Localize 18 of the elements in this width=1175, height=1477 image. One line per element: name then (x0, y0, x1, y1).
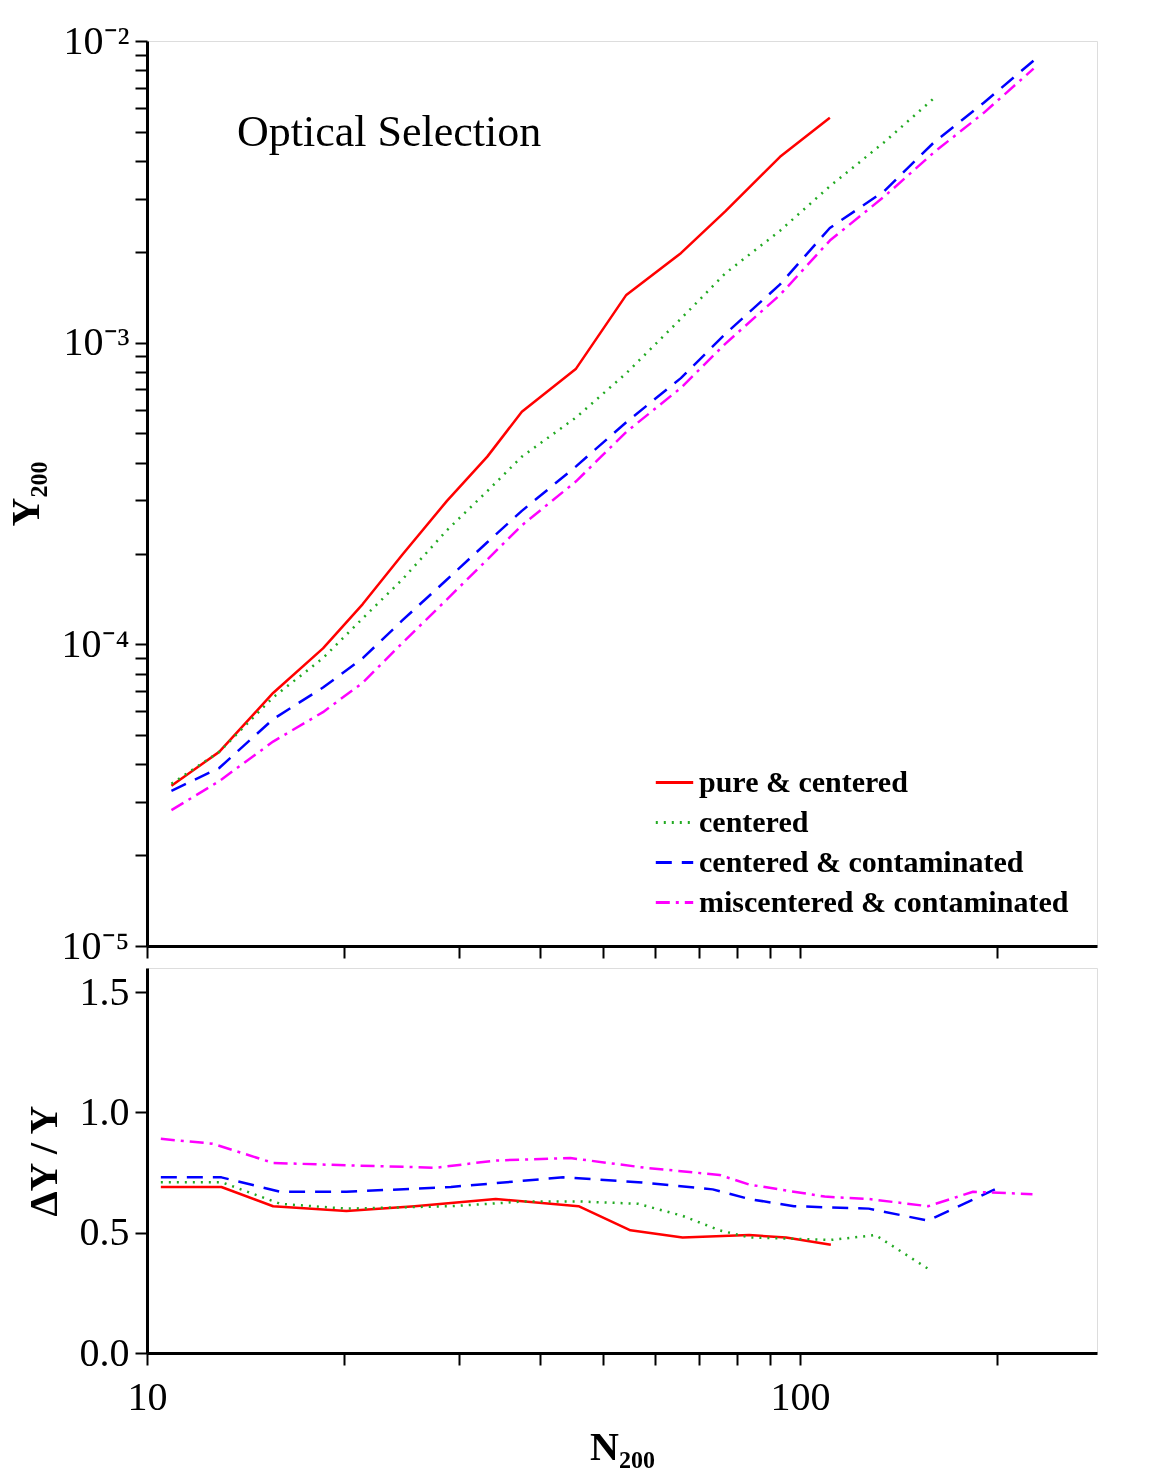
legend-label: miscentered & contaminated (699, 884, 1069, 918)
x-tick-label: 10 (127, 1373, 168, 1419)
y-axis-title: ΔY / Y (20, 1105, 66, 1217)
y-tick-label: 0.0 (79, 1329, 130, 1375)
y-axis-title: Y₂₀₀ (2, 461, 48, 527)
y-tick-label: 10⁻⁴ (61, 620, 130, 666)
legend-label: centered & contaminated (699, 844, 1024, 878)
annotation: Optical Selection (237, 107, 542, 156)
x-tick-label: 100 (770, 1373, 831, 1419)
legend-label: pure & centered (699, 764, 909, 798)
y-tick-label: 0.5 (79, 1209, 130, 1255)
y-tick-label: 1.0 (79, 1088, 130, 1134)
x-axis-title: N₂₀₀ (590, 1423, 655, 1469)
y-tick-label: 10⁻² (63, 17, 130, 63)
y-tick-label: 10⁻⁵ (61, 922, 130, 968)
y-tick-label: 10⁻³ (63, 319, 130, 365)
y-tick-label: 1.5 (79, 968, 130, 1014)
legend-label: centered (699, 804, 809, 838)
